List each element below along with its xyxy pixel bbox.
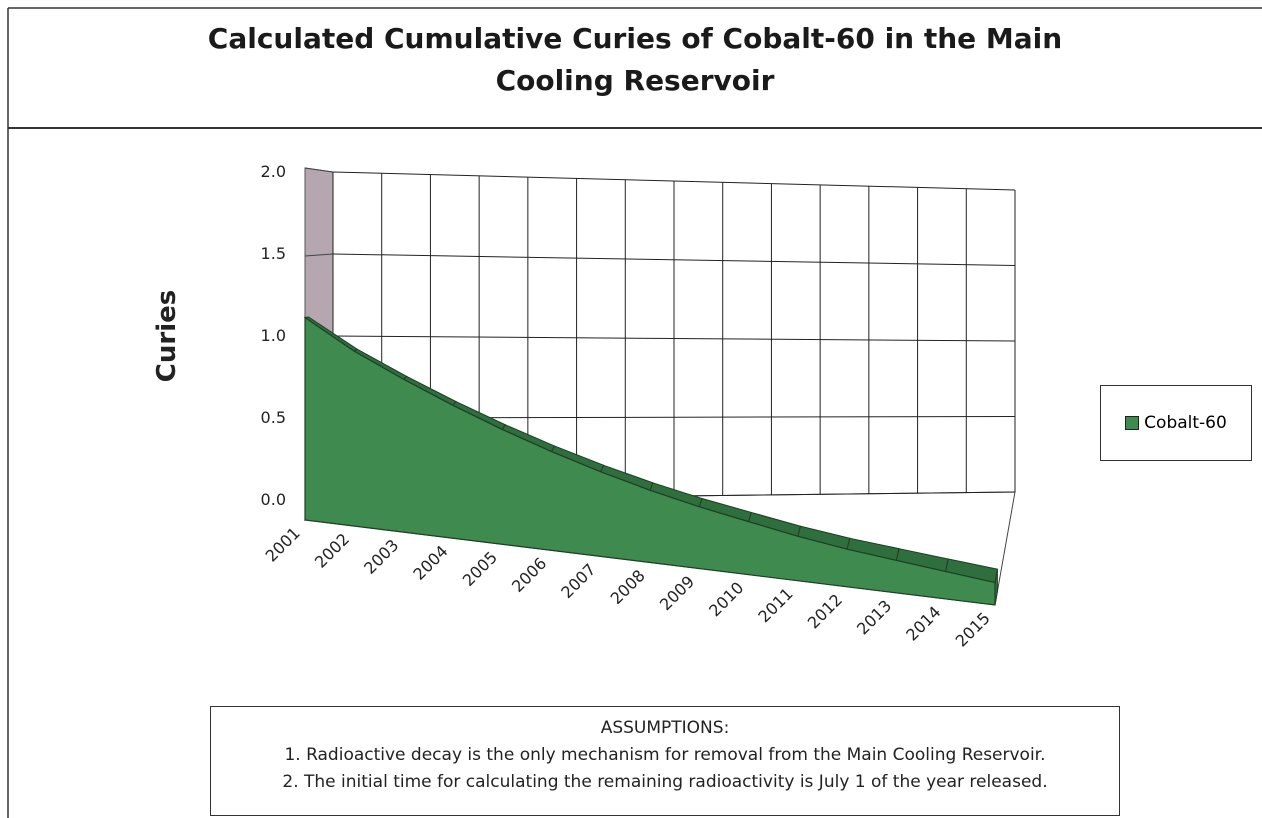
x-tick-label: 2001 <box>262 523 304 565</box>
x-tick-label: 2010 <box>705 578 747 620</box>
assumptions-heading: ASSUMPTIONS: <box>600 718 730 738</box>
legend: Cobalt-60 <box>1100 385 1252 461</box>
assumption-item: 1. Radioactive decay is the only mechani… <box>284 745 1046 765</box>
x-tick-label: 2003 <box>360 536 402 578</box>
x-tick-label: 2007 <box>557 560 599 602</box>
area <box>304 316 996 606</box>
x-tick-label: 2012 <box>804 590 846 632</box>
x-tick-label: 2014 <box>902 602 944 644</box>
x-tick-label: 2009 <box>656 572 698 614</box>
assumption-item: 2. The initial time for calculating the … <box>282 772 1048 792</box>
y-tick-label: 0.0 <box>261 490 286 509</box>
x-tick-label: 2015 <box>952 608 994 650</box>
x-tick-label: 2008 <box>607 566 649 608</box>
x-tick-label: 2002 <box>311 529 353 571</box>
grid-line <box>304 253 334 257</box>
x-tick-label: 2006 <box>508 554 550 596</box>
x-tick-label: 2011 <box>754 584 796 626</box>
x-tick-label: 2013 <box>853 596 895 638</box>
y-tick-label: 2.0 <box>261 162 286 181</box>
y-axis-label: Curies <box>152 290 182 382</box>
legend-swatch <box>1125 416 1140 430</box>
assumptions-box: ASSUMPTIONS: 1. Radioactive decay is the… <box>210 706 1120 816</box>
y-tick-label: 1.5 <box>261 244 286 263</box>
x-tick-label: 2005 <box>459 548 501 590</box>
grid-line <box>304 167 334 173</box>
chart-title: Calculated Cumulative Curies of Cobalt-6… <box>207 22 1063 97</box>
y-tick-label: 0.5 <box>261 408 286 427</box>
legend-label: Cobalt-60 <box>1144 413 1227 433</box>
x-tick-label: 2004 <box>409 542 451 584</box>
y-tick-label: 1.0 <box>261 326 286 345</box>
